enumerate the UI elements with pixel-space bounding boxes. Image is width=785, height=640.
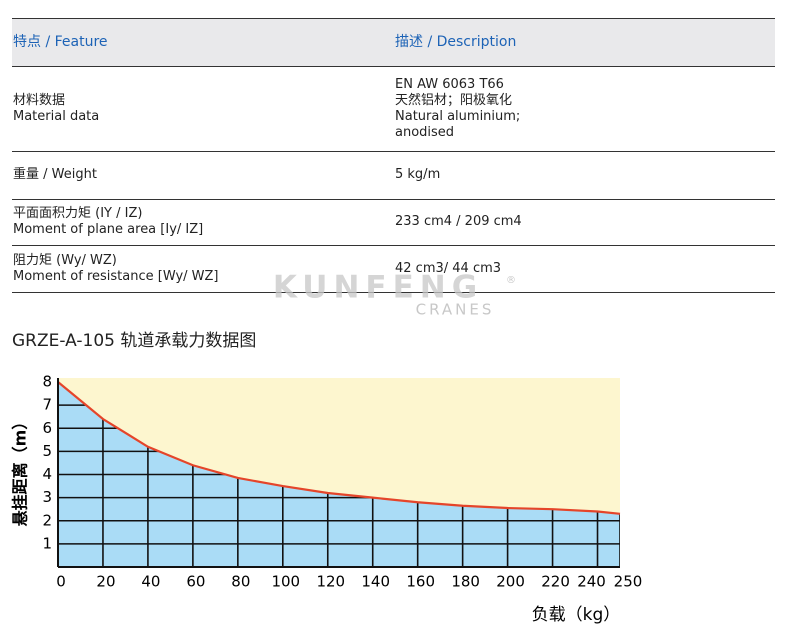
y-tick-label: 8 bbox=[42, 373, 52, 391]
watermark-sub: CRANES bbox=[416, 301, 495, 319]
area-line bbox=[57, 381, 621, 515]
y-tick-label: 2 bbox=[42, 511, 52, 529]
cell-line: 材料数据 bbox=[13, 92, 66, 108]
cell-line: Moment of plane area [Iy/ IZ] bbox=[13, 222, 204, 237]
cell-line: 平面面积力矩 (IY / IZ) bbox=[13, 206, 143, 221]
header-cell: 描述 / Description bbox=[395, 34, 517, 50]
cell-line: 天然铝材；阳极氧化 bbox=[395, 92, 513, 108]
x-tick-label: 200 bbox=[496, 573, 525, 591]
cell-line: 5 kg/m bbox=[395, 167, 441, 182]
x-tick-label: 100 bbox=[271, 573, 300, 591]
x-tick-label: 40 bbox=[141, 573, 160, 591]
table-cell: 材料数据 Material data bbox=[13, 66, 99, 151]
cell-line: 重量 / Weight bbox=[13, 167, 97, 182]
x-tick-label: 20 bbox=[96, 573, 115, 591]
cell-line: 42 cm3/ 44 cm3 bbox=[395, 260, 502, 276]
table-cell: 平面面积力矩 (IY / IZ) Moment of plane area [Iy… bbox=[13, 199, 203, 245]
x-tick-label: 120 bbox=[316, 573, 345, 591]
rule bbox=[12, 151, 775, 152]
x-tick-label: 220 bbox=[541, 573, 570, 591]
x-axis-label: 负载（kg） bbox=[532, 605, 621, 625]
x-tick-label: 180 bbox=[451, 573, 480, 591]
rule bbox=[12, 18, 775, 19]
table-cell: 233 cm4 / 209 cm4 bbox=[395, 199, 522, 245]
table-cell: 阻力矩 (Wy/ WZ) Moment of resistance [Wy/ WZ… bbox=[13, 245, 219, 292]
watermark-brand: KUNFENG bbox=[273, 270, 483, 306]
rule bbox=[12, 245, 775, 246]
cell-line: Material data bbox=[13, 108, 100, 124]
rule bbox=[12, 66, 775, 67]
watermark-mark: ® bbox=[506, 275, 516, 286]
y-tick-label: 1 bbox=[42, 534, 52, 552]
header-cell: 特点 / Feature bbox=[13, 34, 108, 50]
table-cell: 重量 / Weight bbox=[13, 151, 97, 199]
cell-line: Moment of resistance [Wy/ WZ] bbox=[13, 268, 219, 284]
y-tick-label: 5 bbox=[42, 442, 52, 460]
x-tick-label: 80 bbox=[231, 573, 250, 591]
x-tick-label: 240 bbox=[577, 573, 606, 591]
y-tick-label: 6 bbox=[42, 419, 52, 437]
table-cell: 5 kg/m bbox=[395, 151, 440, 199]
table-header bbox=[12, 18, 775, 66]
x-tick-label: 140 bbox=[361, 573, 390, 591]
x-tick-label: 0 bbox=[56, 573, 66, 591]
x-tick-label: 250 bbox=[614, 573, 643, 591]
y-tick-label: 3 bbox=[42, 488, 52, 506]
y-tick-label: 7 bbox=[42, 396, 52, 414]
cell-line: 阻力矩 (Wy/ WZ) bbox=[13, 252, 117, 268]
y-axis-label: 悬挂距离（m） bbox=[11, 414, 30, 528]
cell-line: Natural aluminium; bbox=[395, 108, 521, 124]
table-cell: EN AW 6063 T66 天然铝材；阳极氧化 Natural aluminium… bbox=[395, 66, 520, 151]
x-tick-label: 160 bbox=[406, 573, 435, 591]
cell-line: 233 cm4 / 209 cm4 bbox=[395, 214, 522, 229]
x-tick-label: 60 bbox=[186, 573, 205, 591]
y-tick-label: 4 bbox=[42, 465, 52, 483]
chart-title: GRZE-A-105 轨道承载力数据图 bbox=[12, 331, 257, 351]
cell-line: EN AW 6063 T66 bbox=[395, 76, 504, 92]
cell-line: anodised bbox=[395, 124, 455, 140]
table-cell: 42 cm3/ 44 cm3 bbox=[395, 245, 501, 292]
rule bbox=[12, 292, 775, 293]
rule bbox=[12, 199, 775, 200]
